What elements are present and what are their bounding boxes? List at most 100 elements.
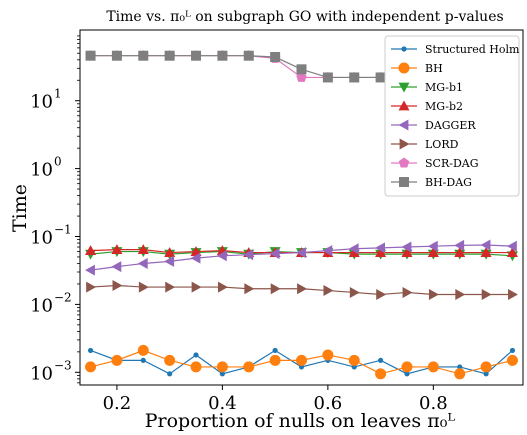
data-point [375,368,387,380]
data-point [375,242,386,254]
data-point [296,354,307,366]
data-point [138,281,149,293]
data-point [401,241,412,253]
x-axis: 0.2 0.4 0.6 0.8 [103,385,448,414]
data-point [164,50,175,61]
data-point [191,281,202,293]
data-point [348,354,360,366]
data-point [296,64,307,75]
data-point [401,247,413,257]
data-point [483,371,489,377]
y-tick-exponent: −2 [54,290,72,304]
y-tick-label: 10 [30,160,53,181]
data-point [137,258,148,270]
data-point [87,347,94,354]
legend-label: DAGGER [425,119,476,132]
data-point [509,347,516,354]
y-tick-exponent: −3 [54,358,72,372]
data-point [217,281,228,293]
data-point [167,371,173,377]
y-axis-label: Time [9,184,31,232]
data-point [111,354,123,366]
data-point [111,244,123,255]
data-point [322,349,334,361]
data-point [376,288,387,300]
data-point [480,361,492,373]
data-point [272,347,278,354]
y-tick-label: 10 [30,92,53,113]
plot-frame [79,29,524,386]
data-point [193,352,199,358]
series-bh-dag [85,50,386,83]
data-point [137,344,149,356]
series-lord [86,279,518,300]
data-point [111,261,122,273]
data-point [164,354,176,366]
data-point [191,50,202,61]
data-point [297,283,307,295]
legend-marker [399,177,409,187]
data-point [506,354,518,366]
data-point [457,364,463,370]
data-point [138,50,149,61]
legend-label: Structured Holm [425,43,520,56]
data-point [217,50,228,61]
data-point [219,371,225,377]
legend-label: MG-b1 [425,81,463,94]
legend-label: BH-DAG [425,176,472,189]
legend-marker [401,46,407,52]
x-tick-label: 0.6 [314,393,343,414]
data-point [86,281,97,293]
data-point [216,250,227,262]
data-point [454,239,465,251]
legend-label: BH [425,62,443,75]
data-point [296,71,307,82]
series-bh [85,344,518,380]
data-point [349,72,360,83]
data-point [348,247,360,257]
data-point [428,288,439,300]
data-point [85,245,97,255]
data-point [164,255,175,267]
data-point [375,247,387,257]
y-tick-exponent: −1 [54,223,72,237]
data-point [322,72,333,83]
data-point [348,243,359,255]
data-point [506,247,518,257]
data-point [427,247,439,257]
data-point [322,245,333,257]
data-point [481,288,492,300]
data-point [480,239,491,251]
data-point [164,247,176,257]
data-point [85,361,97,373]
legend-item: Structured Holm [391,43,520,56]
data-point [85,264,95,276]
data-point [480,247,492,257]
legend-marker [398,157,410,168]
chart-title: Time vs. π₀ᴸ on subgraph GO with indepen… [106,9,503,25]
legend-label: SCR-DAG [425,157,479,170]
data-point [243,361,255,373]
x-tick-label: 0.8 [419,393,448,414]
data-point [111,50,122,61]
data-point [137,244,149,255]
data-point [296,247,306,259]
data-point [401,361,413,373]
data-point [454,247,466,257]
data-point [427,240,438,252]
y-tick-exponent: 1 [54,87,62,101]
legend-item: DAGGER [391,119,476,132]
data-point [112,279,123,291]
legend-box [384,35,520,197]
y-tick-label: 10 [30,295,53,316]
legend-marker [398,82,410,93]
series-line [90,55,381,79]
legend-item: SCR-DAG [391,157,479,170]
y-tick-label: 10 [30,228,53,249]
data-point [427,361,439,373]
series-dagger [85,239,517,276]
data-point [243,249,254,261]
legend: Structured Holm BH MG-b1 MG-b2 DAGGER LORD SCR… [384,35,520,197]
